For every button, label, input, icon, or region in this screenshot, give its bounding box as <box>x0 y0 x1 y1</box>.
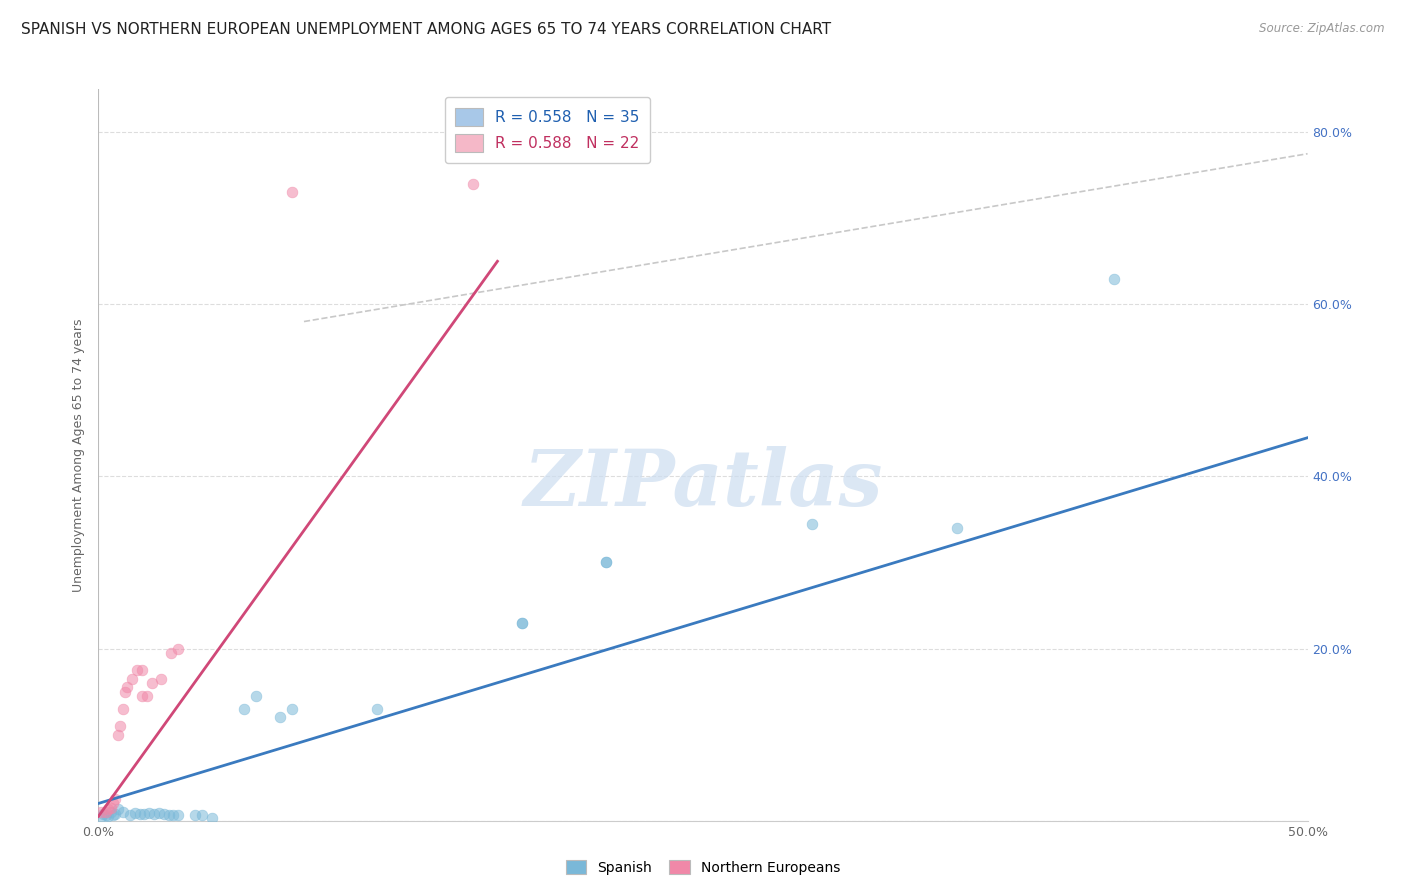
Legend: R = 0.558   N = 35, R = 0.588   N = 22: R = 0.558 N = 35, R = 0.588 N = 22 <box>444 97 650 163</box>
Point <box>100 801 122 815</box>
Point <box>124 805 146 820</box>
Point <box>595 556 617 570</box>
Point <box>157 807 180 822</box>
Point <box>90 805 112 819</box>
Text: SPANISH VS NORTHERN EUROPEAN UNEMPLOYMENT AMONG AGES 65 TO 74 YEARS CORRELATION : SPANISH VS NORTHERN EUROPEAN UNEMPLOYMEN… <box>21 22 831 37</box>
Point <box>152 806 174 821</box>
Point <box>134 806 156 821</box>
Point <box>366 702 388 716</box>
Point <box>94 805 117 819</box>
Point <box>107 728 129 742</box>
Point <box>101 797 124 811</box>
Point <box>160 646 183 660</box>
Point <box>114 684 136 698</box>
Point <box>245 689 267 703</box>
Point <box>150 672 173 686</box>
Point <box>1102 271 1125 285</box>
Point <box>510 615 533 630</box>
Point <box>463 177 485 191</box>
Point <box>946 521 969 535</box>
Point <box>97 809 120 823</box>
Point <box>167 641 190 656</box>
Point <box>143 806 166 821</box>
Point <box>184 807 207 822</box>
Point <box>100 805 122 819</box>
Legend: Spanish, Northern Europeans: Spanish, Northern Europeans <box>560 855 846 880</box>
Point <box>90 810 112 824</box>
Point <box>107 802 129 816</box>
Point <box>191 808 214 822</box>
Point <box>281 186 304 200</box>
Point <box>108 719 131 733</box>
Point <box>510 615 533 630</box>
Point <box>595 556 617 570</box>
Point <box>111 702 134 716</box>
Point <box>131 663 153 677</box>
Point <box>800 516 823 531</box>
Text: Source: ZipAtlas.com: Source: ZipAtlas.com <box>1260 22 1385 36</box>
Point <box>94 808 117 822</box>
Point <box>104 806 127 821</box>
Point <box>162 807 184 822</box>
Point <box>131 689 153 703</box>
Point <box>128 806 150 821</box>
Y-axis label: Unemployment Among Ages 65 to 74 years: Unemployment Among Ages 65 to 74 years <box>72 318 86 591</box>
Point <box>117 680 139 694</box>
Point <box>104 792 127 806</box>
Point <box>97 802 120 816</box>
Point <box>138 805 160 820</box>
Point <box>281 702 304 716</box>
Point <box>167 807 190 822</box>
Point <box>127 663 149 677</box>
Point <box>232 702 254 716</box>
Text: ZIPatlas: ZIPatlas <box>523 446 883 523</box>
Point <box>121 672 143 686</box>
Point <box>101 807 124 822</box>
Point <box>148 805 170 820</box>
Point <box>135 689 157 703</box>
Point <box>269 710 291 724</box>
Point <box>118 807 141 822</box>
Point <box>91 806 114 821</box>
Point <box>111 805 134 819</box>
Point <box>141 676 163 690</box>
Point <box>201 811 224 825</box>
